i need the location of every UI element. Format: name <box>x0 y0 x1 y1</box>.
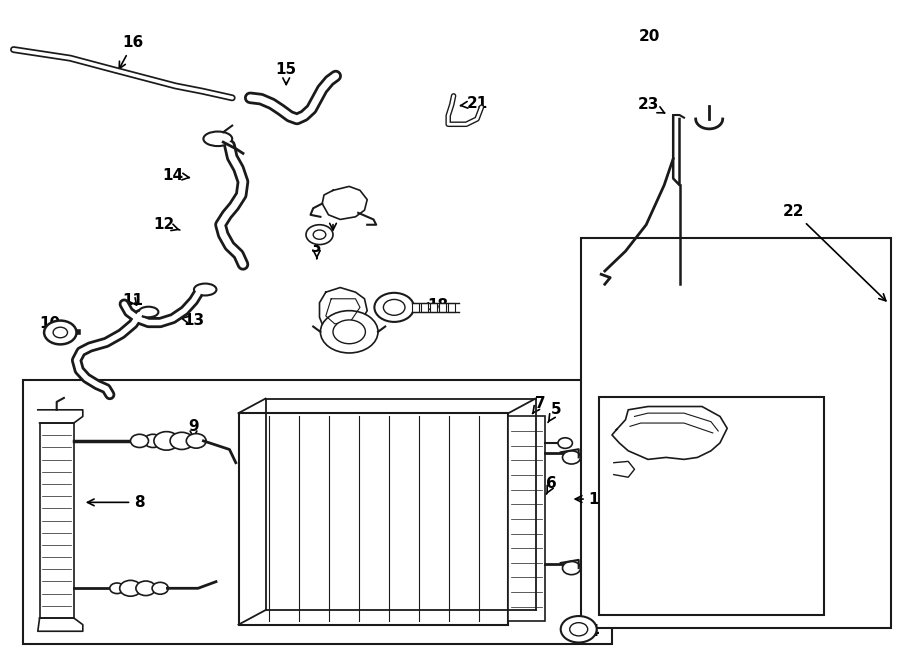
Bar <box>412 303 418 312</box>
Bar <box>439 303 446 312</box>
Bar <box>448 303 454 312</box>
Bar <box>430 303 436 312</box>
Text: 2: 2 <box>328 204 338 230</box>
Circle shape <box>320 311 378 353</box>
Circle shape <box>53 327 68 338</box>
Text: 3: 3 <box>311 241 322 258</box>
Circle shape <box>136 581 156 596</box>
Text: 18: 18 <box>422 298 449 313</box>
Bar <box>238 413 508 625</box>
Circle shape <box>374 293 414 322</box>
Circle shape <box>562 451 580 464</box>
Text: 13: 13 <box>180 313 204 328</box>
Text: 16: 16 <box>119 36 144 69</box>
Text: 20: 20 <box>639 29 661 44</box>
Text: 1: 1 <box>575 492 599 506</box>
Polygon shape <box>322 186 367 219</box>
Text: 7: 7 <box>533 396 545 414</box>
Text: 14: 14 <box>162 168 189 182</box>
Circle shape <box>110 583 124 594</box>
Text: 17: 17 <box>322 298 344 313</box>
Text: 15: 15 <box>275 62 297 85</box>
Circle shape <box>154 432 179 450</box>
Text: 21: 21 <box>461 97 488 111</box>
Circle shape <box>170 432 194 449</box>
Circle shape <box>306 225 333 245</box>
Polygon shape <box>320 288 367 334</box>
Bar <box>580 238 891 628</box>
Text: 23: 23 <box>637 97 664 113</box>
Bar <box>598 397 824 615</box>
Circle shape <box>313 230 326 239</box>
Text: 5: 5 <box>548 403 562 422</box>
Circle shape <box>562 561 580 574</box>
Circle shape <box>130 434 148 447</box>
Polygon shape <box>612 407 727 459</box>
Circle shape <box>120 580 141 596</box>
Ellipse shape <box>194 284 217 295</box>
Bar <box>40 423 74 618</box>
Polygon shape <box>614 461 634 477</box>
Circle shape <box>570 623 588 636</box>
Text: 11: 11 <box>122 293 144 308</box>
Text: 12: 12 <box>153 217 180 232</box>
Circle shape <box>561 616 597 642</box>
Circle shape <box>558 438 572 448</box>
Circle shape <box>333 320 365 344</box>
Text: 22: 22 <box>783 204 886 301</box>
Text: 9: 9 <box>188 419 199 440</box>
Text: 8: 8 <box>87 495 145 510</box>
Bar <box>22 380 612 644</box>
Circle shape <box>186 434 206 448</box>
Circle shape <box>383 299 405 315</box>
Bar <box>508 416 544 621</box>
Ellipse shape <box>203 132 232 146</box>
Text: 19: 19 <box>342 327 364 344</box>
Text: 4: 4 <box>580 624 599 639</box>
Bar <box>421 303 428 312</box>
Circle shape <box>144 434 162 447</box>
Ellipse shape <box>139 307 158 317</box>
Circle shape <box>152 582 168 594</box>
Text: 6: 6 <box>546 477 557 494</box>
Circle shape <box>44 321 76 344</box>
Text: 10: 10 <box>39 317 60 331</box>
